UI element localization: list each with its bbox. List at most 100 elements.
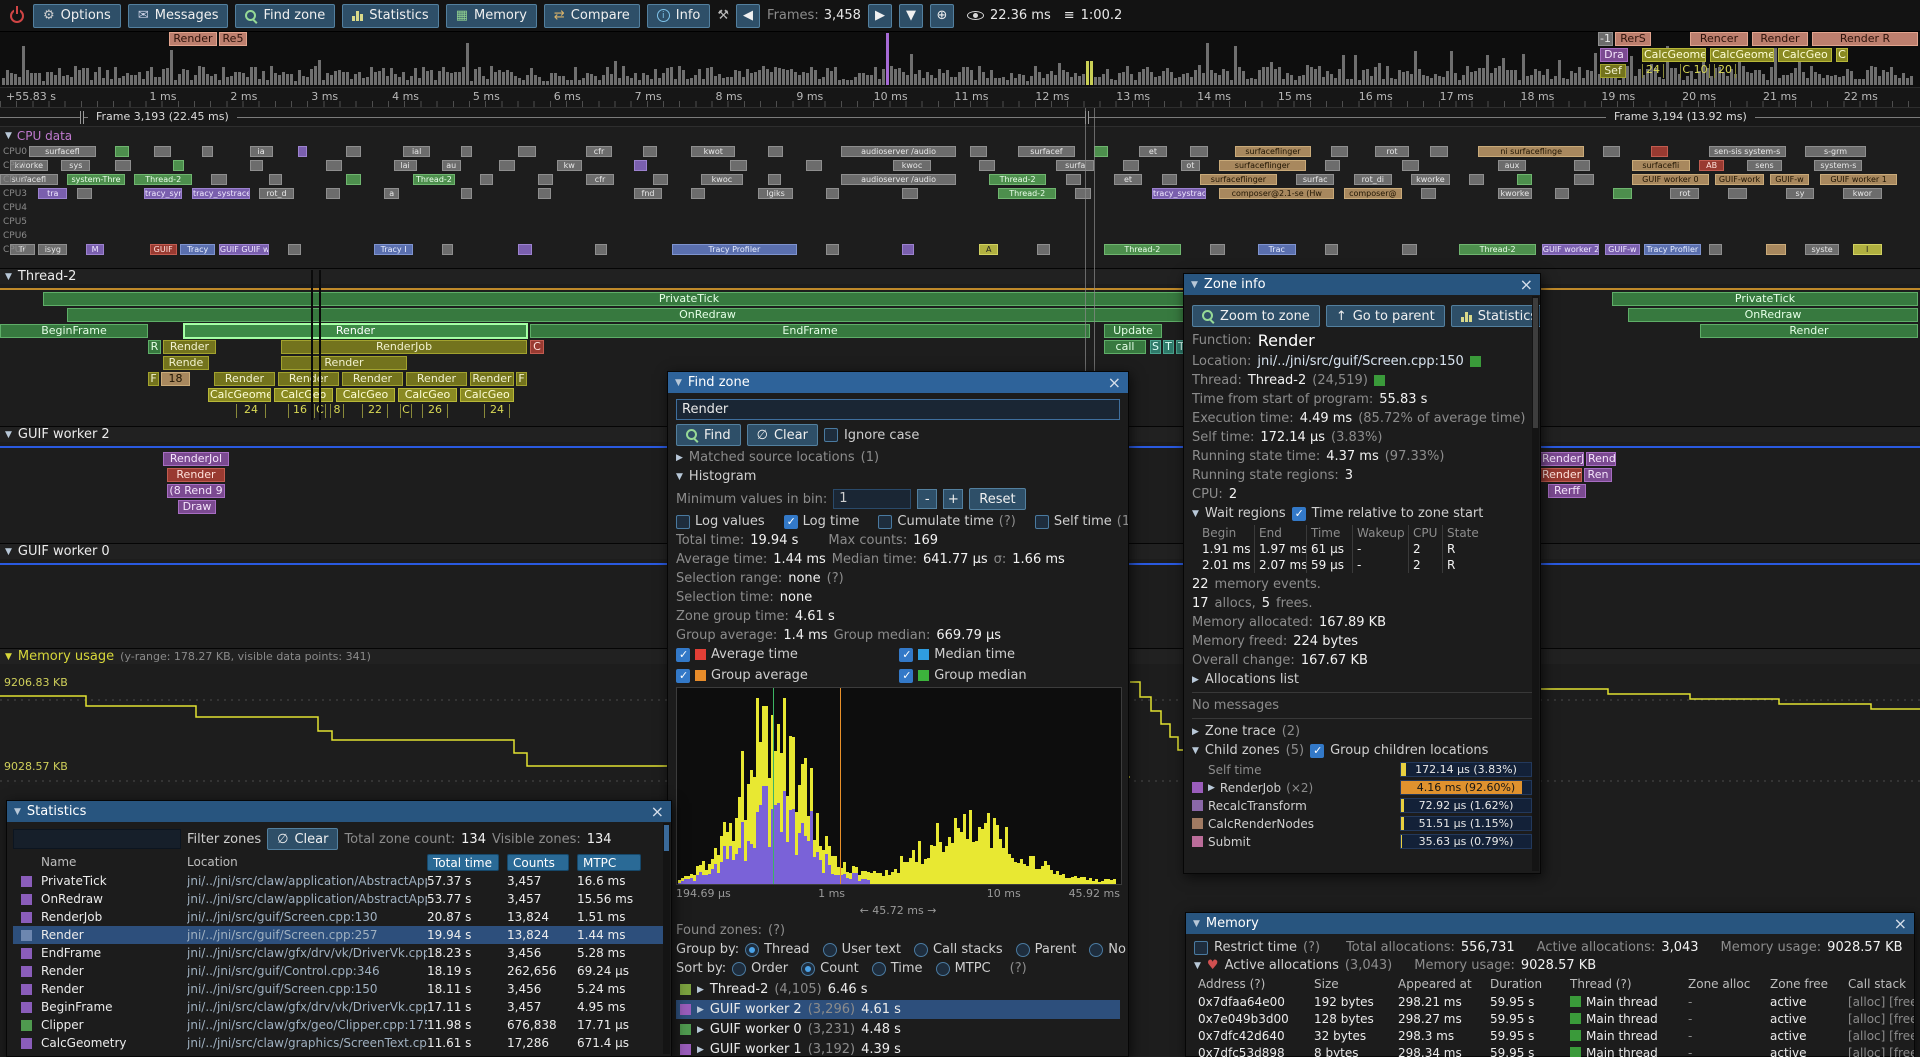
zone[interactable]: Render (184, 324, 527, 338)
frame-bar[interactable] (278, 75, 281, 85)
frame-bar[interactable] (1666, 46, 1669, 85)
frame-bar[interactable] (602, 75, 605, 85)
frame-bar[interactable] (1238, 67, 1241, 85)
cpu-zone[interactable] (1728, 188, 1748, 199)
frame-bar[interactable] (1586, 70, 1589, 85)
frame-bar[interactable] (734, 69, 737, 85)
table-row[interactable]: BeginFrame jni/../jni/src/claw/gfx/drv/vk… (13, 998, 665, 1016)
cpu-zone[interactable]: rot (1670, 188, 1700, 199)
frame-bar[interactable] (1790, 73, 1793, 85)
frame-bar[interactable] (1198, 65, 1201, 85)
frame-bar[interactable] (1142, 68, 1145, 85)
frame-bar[interactable] (1758, 69, 1761, 85)
zone[interactable]: Draw (178, 500, 216, 514)
cpu-zone[interactable] (1094, 146, 1108, 157)
frame-bar[interactable] (1846, 69, 1849, 85)
wait-column-header[interactable]: Begin (1202, 526, 1237, 540)
frame-bar[interactable] (446, 72, 449, 85)
zone[interactable]: Rende (163, 356, 209, 370)
legend-item[interactable]: Group average (676, 668, 880, 683)
cpu-zone[interactable]: I (1852, 244, 1882, 255)
cpu-zone[interactable]: syste (1804, 244, 1840, 255)
radio-option[interactable]: User text (822, 942, 901, 957)
radio-option[interactable]: Time (871, 961, 923, 976)
frame-bar[interactable] (1478, 68, 1481, 85)
frame-bar[interactable] (562, 75, 565, 85)
cpu-zone[interactable]: ia (249, 146, 273, 157)
window-titlebar[interactable]: Zone info × (1184, 274, 1540, 295)
zone-group-row[interactable]: GUIF worker 1 (3,192) 4.39 s (676, 1040, 1120, 1057)
frame-bar[interactable] (906, 75, 909, 85)
cpu-zone[interactable] (518, 146, 536, 157)
frame-bar[interactable] (1494, 67, 1497, 85)
cpu-zone[interactable]: a (384, 188, 400, 199)
frame-bar[interactable] (1078, 76, 1081, 85)
scrollbar[interactable] (663, 823, 670, 1054)
frame-bar[interactable] (1074, 73, 1077, 85)
frame-bar[interactable] (1378, 63, 1381, 85)
frame-bar[interactable] (190, 79, 193, 85)
zone[interactable]: Update (1104, 324, 1162, 338)
frame-bar[interactable] (1754, 69, 1757, 85)
frame-bar[interactable] (1910, 76, 1913, 85)
frame-bar[interactable] (1842, 75, 1845, 85)
histogram-option-checkbox[interactable]: Log time (783, 514, 859, 529)
frame-bar[interactable] (158, 77, 161, 85)
cpu-zone[interactable] (1766, 244, 1786, 255)
frame-bar[interactable] (1650, 64, 1653, 85)
zone[interactable]: PrivateTick (43, 292, 1335, 306)
frame-bar[interactable] (1798, 51, 1801, 85)
frame-bar[interactable] (550, 72, 553, 85)
frame-bar[interactable] (794, 72, 797, 85)
frame-bar[interactable] (514, 76, 517, 85)
messages-button[interactable]: Messages (127, 3, 229, 28)
cpu-zone[interactable] (729, 160, 747, 171)
collapse-icon[interactable] (1191, 280, 1198, 290)
frame-bar[interactable] (1782, 74, 1785, 85)
zone[interactable]: C 10 (1680, 64, 1710, 78)
frame-bar[interactable] (1518, 79, 1521, 85)
zone[interactable]: 22 (362, 404, 388, 418)
cpu-zone[interactable]: Thread-2 (1459, 244, 1536, 255)
frame-bar[interactable] (822, 76, 825, 85)
frame-bar[interactable] (674, 78, 677, 85)
frame-bar[interactable] (334, 70, 337, 85)
frame-bar[interactable] (1686, 75, 1689, 85)
frame-bar[interactable] (1162, 71, 1165, 85)
zoom-to-zone-button[interactable]: Zoom to zone (1192, 305, 1320, 327)
frame-bar[interactable] (94, 71, 97, 85)
zone[interactable]: OnRedraw (1628, 308, 1918, 322)
frame-bar[interactable] (1022, 74, 1025, 85)
frame-bar[interactable] (810, 67, 813, 85)
frame-bar[interactable] (1698, 71, 1701, 85)
table-row[interactable]: Clipper jni/../jni/src/claw/gfx/geo/Clipp… (13, 1016, 665, 1034)
frame-bar[interactable] (1422, 75, 1425, 85)
frame-dropdown-button[interactable] (898, 3, 923, 28)
frame-bar[interactable] (1230, 79, 1233, 85)
zone[interactable]: Render R (1812, 32, 1918, 46)
frame-bar[interactable] (1874, 67, 1877, 85)
frame-bar[interactable] (578, 80, 581, 85)
frame-bar[interactable] (74, 66, 77, 85)
frame-bar[interactable] (318, 60, 321, 85)
power-icon[interactable] (10, 8, 24, 23)
frame-bar[interactable] (1862, 79, 1865, 85)
frame-bar[interactable] (754, 71, 757, 85)
frame-bar[interactable] (1466, 66, 1469, 85)
frame-bar[interactable] (1414, 51, 1417, 85)
frame-bar[interactable] (842, 79, 845, 85)
table-row[interactable]: PrivateTick jni/../jni/src/claw/applicati… (13, 872, 665, 890)
cpu-zone[interactable] (1075, 188, 1091, 199)
frame-bar[interactable] (934, 77, 937, 85)
cpu-zone[interactable] (979, 160, 995, 171)
frame-bar[interactable] (1590, 71, 1593, 85)
frame-bar[interactable] (1322, 77, 1325, 85)
frame-bar[interactable] (978, 66, 981, 85)
zone[interactable]: Sef (1600, 64, 1626, 78)
frame-bar[interactable] (1806, 77, 1809, 85)
frame-bar[interactable] (1038, 72, 1041, 85)
cpu-zone[interactable] (288, 244, 302, 255)
column-header[interactable]: Counts (507, 853, 569, 871)
frame-bar[interactable] (118, 78, 121, 85)
cpu-zone[interactable] (1401, 244, 1417, 255)
